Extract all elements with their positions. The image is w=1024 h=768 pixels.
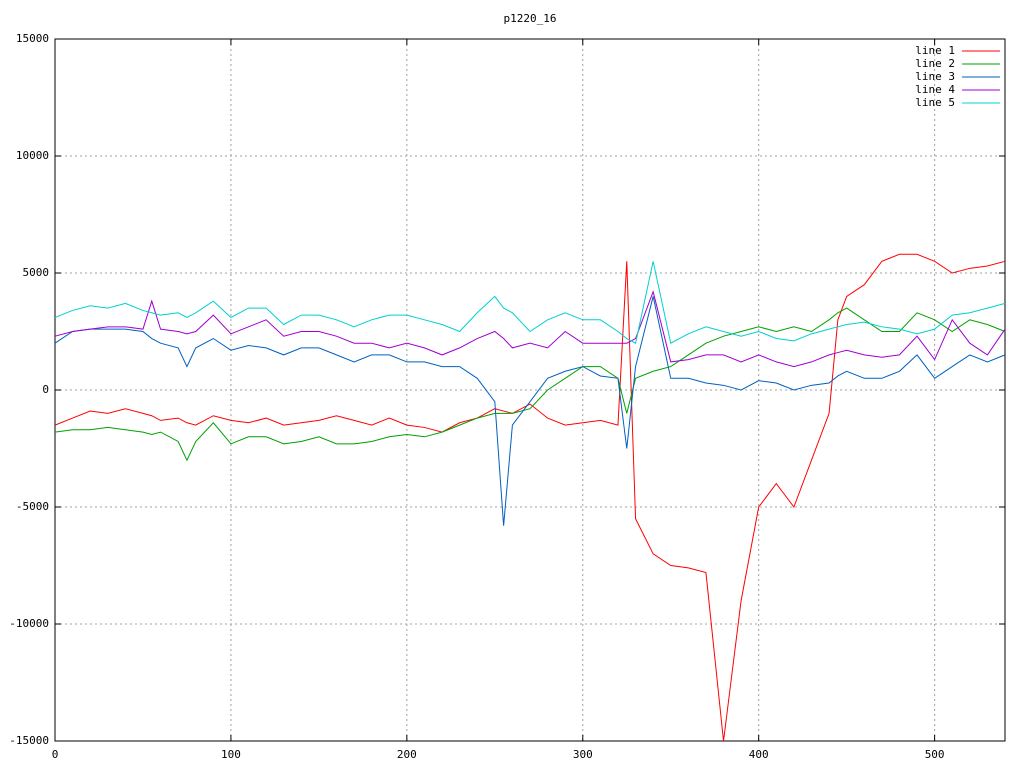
legend-label: line 2 xyxy=(915,57,955,70)
data-line xyxy=(54,253,1006,742)
legend-label: line 3 xyxy=(915,70,955,83)
x-tick-label: 300 xyxy=(573,748,593,761)
x-tick-label: 0 xyxy=(52,748,59,761)
y-tick-label: 15000 xyxy=(16,32,49,45)
legend-label: line 4 xyxy=(915,83,955,96)
legend-label: line 1 xyxy=(915,44,955,57)
y-tick-label: 0 xyxy=(42,383,49,396)
data-line xyxy=(54,296,1006,526)
data-line xyxy=(54,307,1006,462)
data-line xyxy=(54,290,1006,368)
data-line xyxy=(54,261,1006,344)
y-tick-label: -5000 xyxy=(16,500,49,513)
x-tick-label: 400 xyxy=(749,748,769,761)
y-tick-label: -15000 xyxy=(9,734,49,747)
plot-frame xyxy=(54,38,1006,742)
chart-title: p1220_16 xyxy=(504,12,557,25)
x-tick-label: 100 xyxy=(221,748,241,761)
legend-label: line 5 xyxy=(915,96,955,109)
y-tick-label: 10000 xyxy=(16,149,49,162)
y-tick-label: 5000 xyxy=(23,266,50,279)
x-tick-label: 200 xyxy=(397,748,417,761)
y-tick-label: -10000 xyxy=(9,617,49,630)
x-tick-label: 500 xyxy=(925,748,945,761)
